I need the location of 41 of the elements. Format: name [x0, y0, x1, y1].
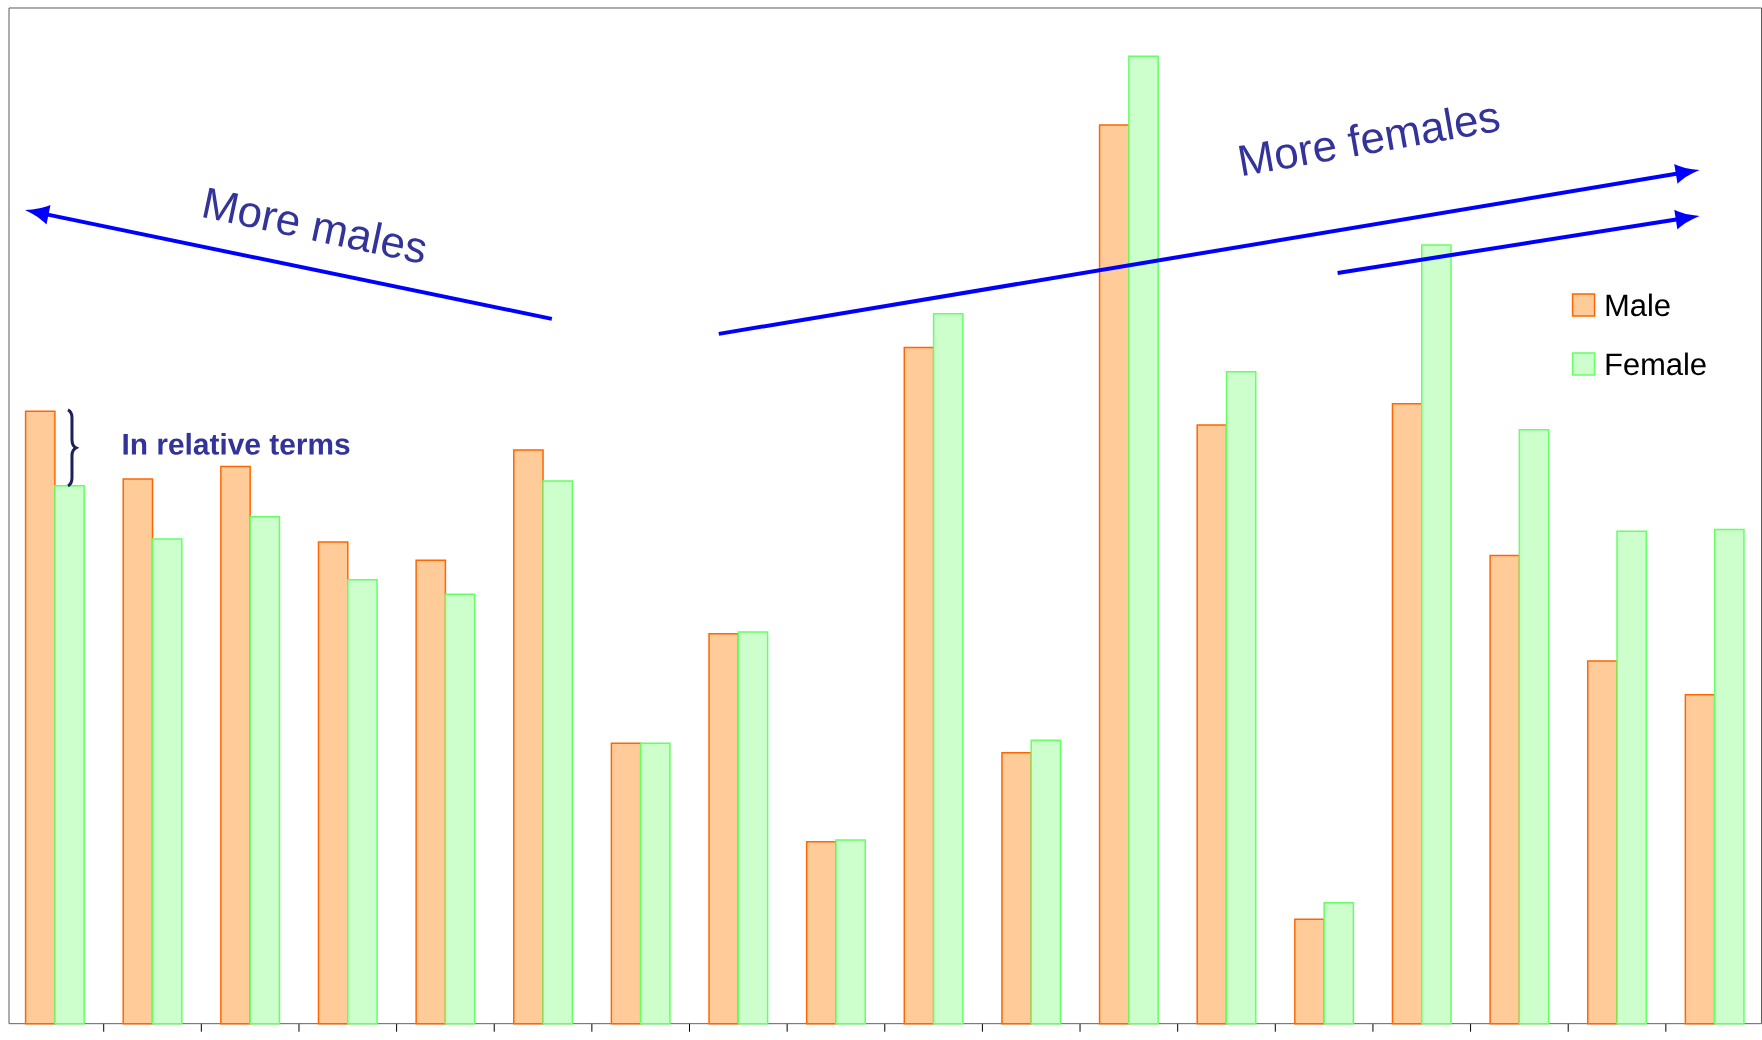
bar [610, 742, 642, 1025]
bar [513, 449, 544, 1025]
bar [1001, 752, 1032, 1025]
legend-label: Female [1606, 352, 1706, 376]
bar [1196, 424, 1228, 1025]
bar [24, 410, 56, 1025]
bar [122, 478, 154, 1025]
annotation: In relative terms [123, 433, 350, 455]
bar [347, 579, 378, 1025]
bar [903, 346, 935, 1025]
bar [220, 465, 251, 1025]
bar [1225, 371, 1257, 1025]
bar [708, 633, 740, 1025]
bar [1128, 55, 1159, 1025]
bar [317, 541, 349, 1025]
annotation: More females [1238, 107, 1500, 176]
bar [1421, 244, 1452, 1025]
bar [835, 839, 866, 1025]
bar [1616, 530, 1648, 1025]
bar [1098, 124, 1130, 1025]
bar [932, 313, 964, 1025]
bar [1391, 403, 1423, 1025]
bar [151, 538, 183, 1025]
bar [1294, 918, 1325, 1025]
bar [1684, 694, 1716, 1025]
annotation: More males [203, 187, 426, 263]
bar [415, 559, 447, 1025]
bar [737, 631, 769, 1025]
bar [542, 480, 574, 1025]
bar [1030, 739, 1062, 1025]
bar [1713, 528, 1745, 1025]
bar [249, 516, 281, 1025]
bar [1489, 554, 1521, 1025]
bar [444, 593, 476, 1025]
bar [805, 841, 837, 1025]
bar [54, 485, 85, 1025]
legend-label: Male [1606, 293, 1670, 317]
bar [639, 742, 671, 1025]
bar [1323, 902, 1355, 1025]
bar [1586, 660, 1618, 1025]
bar [1518, 429, 1550, 1025]
